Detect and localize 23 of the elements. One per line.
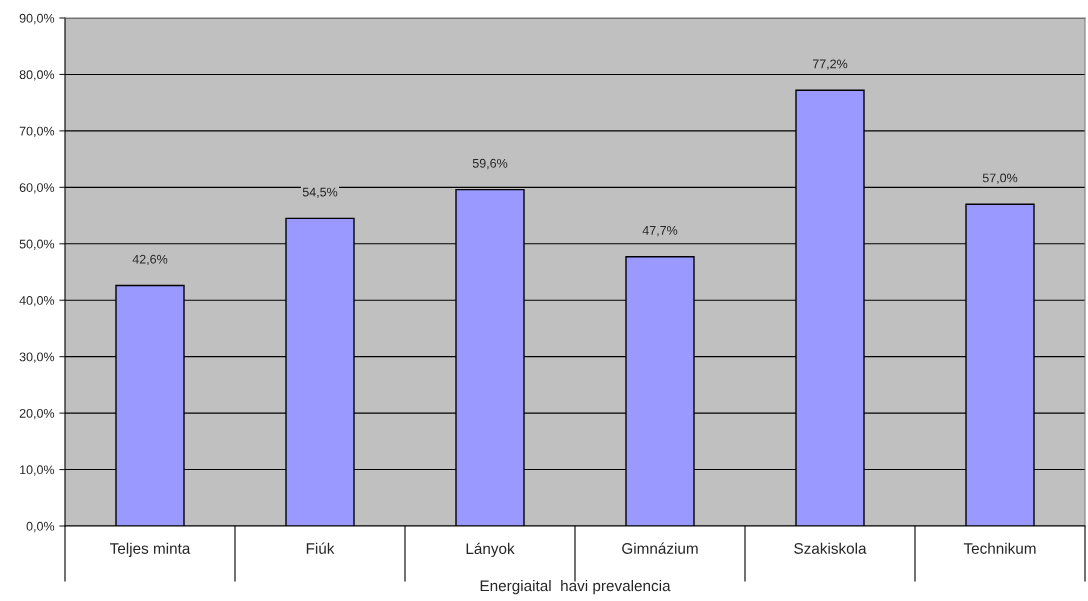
data-label: 42,6% xyxy=(132,254,168,266)
x-tick-label: Gimnázium xyxy=(622,542,698,554)
y-tick-label: 20,0% xyxy=(19,408,55,420)
x-tick-label: Szakiskola xyxy=(794,542,867,554)
y-tick-label: 40,0% xyxy=(19,296,55,307)
x-tick-label: Technikum xyxy=(963,542,1036,554)
x-tick-label: Teljes minta xyxy=(110,542,191,557)
data-label: 54,5% xyxy=(302,187,338,198)
y-tick-label: 70,0% xyxy=(19,126,55,138)
y-tick-label: 0,0% xyxy=(26,521,55,533)
data-label: 57,0% xyxy=(982,173,1018,184)
y-tick-label: 10,0% xyxy=(20,465,55,476)
x-axis-title: Energiaital havi prevalencia xyxy=(480,580,671,595)
x-tick-label: Lányok xyxy=(466,542,515,558)
data-label: 77,2% xyxy=(812,59,848,70)
y-tick-label: 60,0% xyxy=(19,183,55,194)
y-tick-label: 90,0% xyxy=(19,13,55,25)
data-label: 47,7% xyxy=(642,226,678,237)
data-label: 59,6% xyxy=(472,158,508,170)
y-tick-label: 30,0% xyxy=(19,352,55,363)
y-tick-label: 50,0% xyxy=(19,239,55,250)
y-tick-label: 80,0% xyxy=(19,70,55,81)
x-tick-label: Fiúk xyxy=(306,542,335,554)
